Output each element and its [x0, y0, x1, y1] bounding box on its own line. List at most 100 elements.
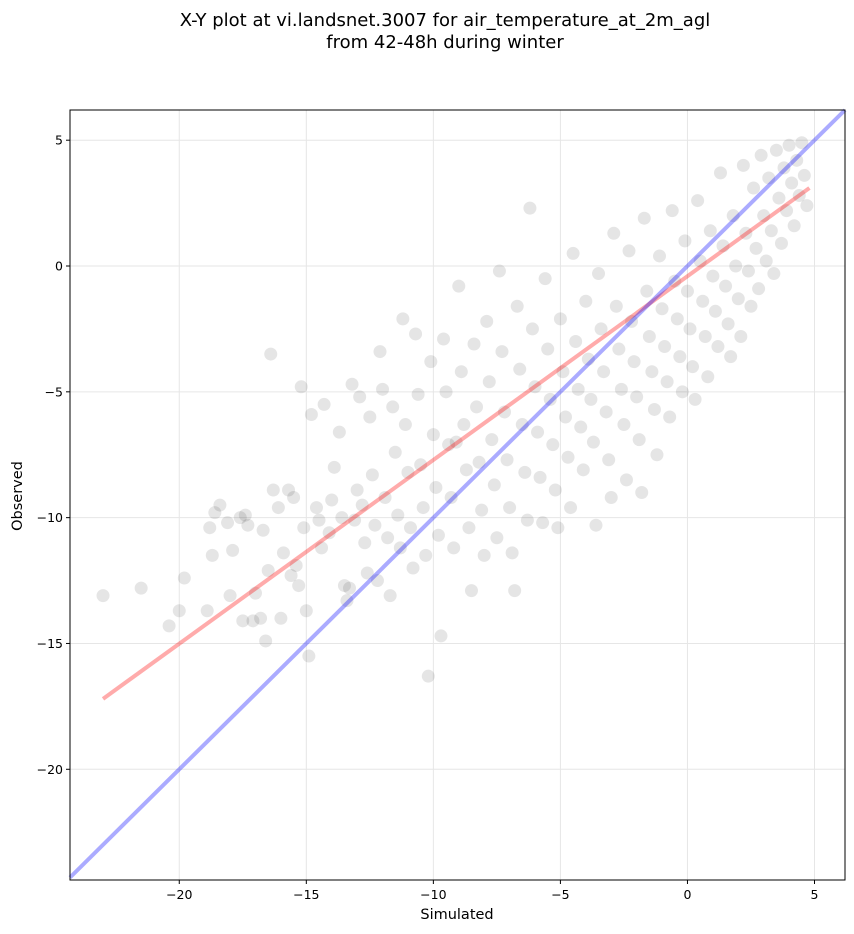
- scatter-point: [452, 279, 466, 293]
- scatter-point: [752, 282, 766, 296]
- scatter-point: [437, 332, 451, 346]
- scatter-point: [475, 503, 489, 517]
- scatter-point: [226, 543, 240, 557]
- scatter-point: [325, 493, 339, 507]
- scatter-point: [724, 350, 738, 364]
- scatter-point: [490, 531, 504, 545]
- scatter-point: [625, 314, 639, 328]
- scatter-point: [343, 581, 357, 595]
- scatter-point: [650, 448, 664, 462]
- grid: [70, 110, 845, 880]
- scatter-point: [785, 176, 799, 190]
- y-tick-label: −20: [37, 762, 63, 777]
- scatter-point: [233, 511, 247, 525]
- scatter-point: [635, 485, 649, 499]
- scatter-point: [414, 458, 428, 472]
- scatter-point: [312, 513, 326, 527]
- scatter-point: [386, 400, 400, 414]
- scatter-point: [741, 264, 755, 278]
- scatter-point: [637, 211, 651, 225]
- scatter-point: [309, 501, 323, 515]
- scatter-point: [518, 465, 532, 479]
- scatter-point: [581, 352, 595, 366]
- scatter-point: [627, 355, 641, 369]
- scatter-point: [754, 148, 768, 162]
- scatter-point: [96, 589, 110, 603]
- scatter-point: [787, 219, 801, 233]
- scatter-point: [345, 377, 359, 391]
- scatter-point: [726, 209, 740, 223]
- scatter-point: [378, 491, 392, 505]
- scatter-point: [393, 541, 407, 555]
- scatter-point: [431, 528, 445, 542]
- scatter-point: [749, 241, 763, 255]
- scatter-point: [449, 435, 463, 449]
- scatter-point: [287, 491, 301, 505]
- scatter-point: [297, 521, 311, 535]
- scatter-point: [569, 335, 583, 349]
- scatter-point: [299, 604, 313, 618]
- scatter-point: [716, 239, 730, 253]
- x-tick-label: −15: [293, 887, 319, 902]
- scatter-point: [531, 425, 545, 439]
- scatter-point: [541, 342, 555, 356]
- scatter-point: [774, 236, 788, 250]
- scatter-point: [533, 470, 547, 484]
- scatter-point: [619, 473, 633, 487]
- scatter-point: [391, 508, 405, 522]
- y-tick-label: −5: [45, 384, 63, 399]
- scatter-point: [553, 312, 567, 326]
- scatter-point: [769, 143, 783, 157]
- scatter-point: [584, 392, 598, 406]
- scatter-point: [348, 513, 362, 527]
- scatter-point: [498, 405, 512, 419]
- scatter-point: [513, 362, 527, 376]
- scatter-point: [470, 400, 484, 414]
- scatter-point: [421, 669, 435, 683]
- scatter-point: [353, 390, 367, 404]
- scatter-point: [416, 501, 430, 515]
- y-tick-label: −15: [37, 636, 63, 651]
- scatter-point: [480, 314, 494, 328]
- scatter-point: [673, 350, 687, 364]
- scatter-point: [322, 526, 336, 540]
- scatter-point: [693, 254, 707, 268]
- scatter-point: [276, 546, 290, 560]
- scatter-point: [655, 302, 669, 316]
- scatter-point: [261, 563, 275, 577]
- chart-title-line-1: X-Y plot at vi.landsnet.3007 for air_tem…: [180, 10, 711, 31]
- scatter-point: [274, 611, 288, 625]
- scatter-point: [373, 345, 387, 359]
- x-axis-label: Simulated: [420, 907, 493, 923]
- scatter-point: [487, 478, 501, 492]
- regression-line: [101, 186, 811, 701]
- scatter-point: [617, 418, 631, 432]
- scatter-point: [736, 158, 750, 172]
- scatter-point: [383, 589, 397, 603]
- scatter-point: [401, 465, 415, 479]
- scatter-point: [632, 433, 646, 447]
- scatter-point: [177, 571, 191, 585]
- scatter-point: [536, 516, 550, 530]
- scatter-point: [254, 611, 268, 625]
- chart-title-line-2: from 42-48h during winter: [326, 32, 564, 53]
- plot-frame: [69, 109, 846, 881]
- scatter-point: [406, 561, 420, 575]
- x-tick-label: 0: [683, 887, 691, 902]
- scatter-point: [315, 541, 329, 555]
- scatter-point: [546, 438, 560, 452]
- scatter-point: [419, 548, 433, 562]
- scatter-point: [599, 405, 613, 419]
- scatter-point: [248, 586, 262, 600]
- scatter-point: [523, 201, 537, 215]
- scatter-point: [200, 604, 214, 618]
- scatter-point: [208, 506, 222, 520]
- scatter-point: [302, 649, 316, 663]
- axis-ticks: −20 −15 −10 −5 0 5 5 0 −5 −10 −15 −20: [37, 133, 819, 902]
- fit-lines: [68, 108, 847, 879]
- scatter-point: [434, 629, 448, 643]
- scatter-point: [477, 548, 491, 562]
- scatter-point: [467, 337, 481, 351]
- scatter-point: [589, 518, 603, 532]
- scatter-point: [579, 294, 593, 308]
